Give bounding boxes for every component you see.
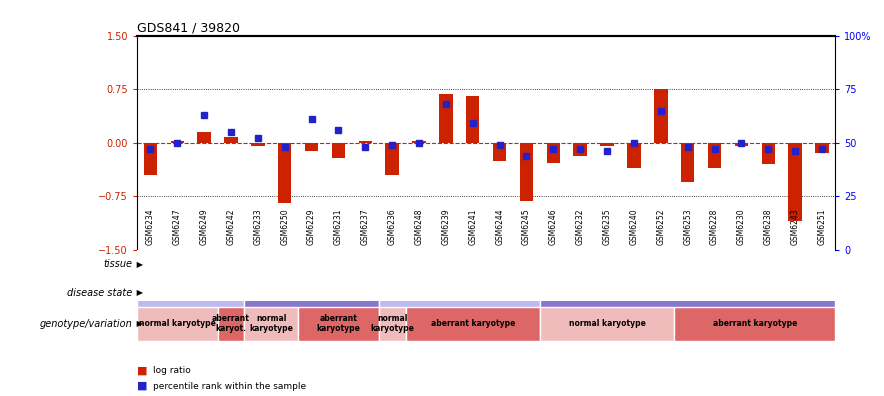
Bar (378, 307, 406, 341)
Text: GDS841 / 39820: GDS841 / 39820 (137, 21, 240, 34)
Text: aberrant
karyot.: aberrant karyot. (212, 314, 250, 333)
Text: clinical outcome - alive: clinical outcome - alive (409, 288, 509, 297)
Text: ▶: ▶ (134, 260, 143, 268)
Bar (245, 307, 298, 341)
Bar (439, 94, 453, 143)
Bar (681, 143, 694, 182)
Text: normal karyotype: normal karyotype (139, 319, 216, 328)
Bar (708, 143, 721, 168)
Text: percentile rank within the sample: percentile rank within the sample (153, 382, 306, 390)
Text: normal
karyotype: normal karyotype (249, 314, 293, 333)
Bar (137, 250, 378, 278)
Text: normal karyotype: normal karyotype (568, 319, 645, 328)
Bar (654, 89, 667, 143)
Text: aberrant karyotype: aberrant karyotype (713, 319, 797, 328)
Text: genotype/variation: genotype/variation (40, 319, 133, 329)
Bar (789, 143, 802, 221)
Bar (815, 143, 828, 154)
Bar (628, 143, 641, 168)
Text: ■: ■ (137, 381, 148, 391)
Bar (225, 137, 238, 143)
Text: ■: ■ (137, 365, 148, 375)
Bar (466, 96, 479, 143)
Bar (378, 250, 835, 278)
Text: peripheral blood: peripheral blood (571, 260, 643, 268)
Bar (385, 143, 399, 175)
Text: disease state: disease state (67, 287, 133, 298)
Text: log ratio: log ratio (153, 366, 191, 375)
Bar (574, 143, 587, 156)
Bar (251, 143, 264, 147)
Bar (761, 143, 775, 164)
Text: clinical outcome - alive: clinical outcome - alive (141, 288, 240, 297)
Text: tissue: tissue (103, 259, 133, 269)
Text: aberrant karyotype: aberrant karyotype (431, 319, 515, 328)
Bar (520, 143, 533, 201)
Text: normal
karyotype: normal karyotype (370, 314, 414, 333)
Text: ▶: ▶ (134, 288, 143, 297)
Bar (137, 307, 217, 341)
Bar (546, 143, 560, 163)
Bar (412, 141, 426, 143)
Bar (600, 143, 613, 147)
Bar (359, 141, 372, 143)
Text: clinical outcome - dead: clinical outcome - dead (262, 288, 362, 297)
Bar (137, 278, 245, 307)
Bar (674, 307, 835, 341)
Bar (493, 143, 507, 161)
Bar (406, 307, 540, 341)
Text: ▶: ▶ (134, 319, 143, 328)
Bar (305, 143, 318, 151)
Bar (278, 143, 292, 204)
Bar (332, 143, 345, 158)
Bar (378, 278, 540, 307)
Bar (540, 307, 674, 341)
Bar (735, 143, 748, 147)
Bar (298, 307, 378, 341)
Bar (197, 132, 211, 143)
Bar (217, 307, 245, 341)
Bar (144, 143, 157, 175)
Bar (171, 141, 184, 143)
Text: aberrant
karyotype: aberrant karyotype (316, 314, 361, 333)
Bar (245, 278, 378, 307)
Text: clinical outcome - dead: clinical outcome - dead (637, 288, 738, 297)
Text: bone marrow: bone marrow (229, 260, 286, 268)
Bar (540, 278, 835, 307)
